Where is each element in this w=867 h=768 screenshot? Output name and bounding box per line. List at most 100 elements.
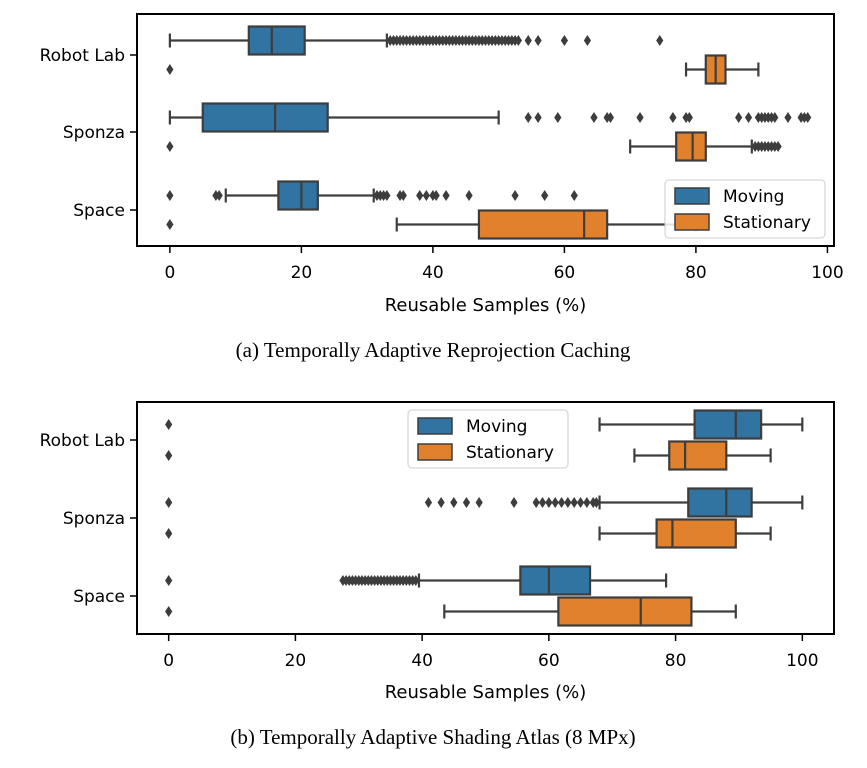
outlier-point: [442, 190, 450, 201]
x-tick-label: 0: [163, 651, 174, 671]
outlier-point: [383, 190, 391, 201]
plot-frame: [136, 13, 835, 247]
x-tick-label: 100: [811, 263, 843, 283]
outlier-point: [551, 497, 559, 508]
chart-a: 0 20 40 60 80 100 Reusable Samples (%) Robot La…: [40, 13, 844, 362]
outlier-point: [774, 141, 782, 152]
outlier-point: [583, 497, 591, 508]
y-tick-label: Sponza: [63, 509, 125, 529]
outlier-point: [399, 190, 407, 201]
iqr-box: [201, 102, 329, 133]
box-moving-sponza: [168, 102, 812, 133]
outlier-point: [165, 606, 173, 617]
outlier-point: [590, 112, 598, 123]
outlier-point: [165, 450, 173, 461]
x-tick-label: 60: [538, 651, 560, 671]
y-tick-label: Robot Lab: [40, 431, 125, 451]
outlier-point: [166, 141, 174, 152]
outlier-point: [656, 35, 664, 46]
outlier-point: [432, 190, 440, 201]
y-tick-label: Sponza: [63, 123, 125, 143]
outlier-point: [804, 112, 812, 123]
outlier-point: [465, 190, 473, 201]
outlier-point: [685, 112, 693, 123]
legend-swatch-moving: [417, 417, 453, 435]
x-tick-label: 80: [665, 651, 687, 671]
legend-swatch-stationary: [674, 213, 710, 231]
y-tick-label: Robot Lab: [40, 46, 125, 66]
outlier-point: [606, 112, 615, 123]
outlier-point: [538, 497, 547, 508]
x-tick-label: 80: [685, 263, 707, 283]
legend-label-moving: Moving: [466, 417, 527, 437]
outlier-point: [437, 497, 445, 508]
legend-label-stationary: Stationary: [723, 213, 811, 233]
box-stationary-robot-lab: [166, 54, 760, 85]
outlier-point: [165, 419, 173, 430]
outlier-point: [166, 64, 174, 75]
outlier-point: [475, 497, 483, 508]
x-axis-label: Reusable Samples (%): [385, 682, 587, 703]
outlier-point: [166, 190, 174, 201]
legend: Moving Stationary: [664, 179, 826, 239]
outlier-point: [514, 35, 522, 46]
outlier-point: [165, 528, 173, 539]
outlier-point: [576, 497, 585, 508]
box-moving-sponza: [165, 487, 804, 518]
outlier-point: [422, 190, 430, 201]
outlier-point: [534, 112, 542, 123]
outlier-point: [784, 112, 792, 123]
box-moving-space: [165, 565, 668, 596]
outlier-point: [560, 35, 569, 46]
iqr-box: [277, 180, 319, 211]
outlier-point: [511, 190, 519, 201]
outlier-point: [541, 190, 549, 201]
x-tick-label: 40: [422, 263, 444, 283]
outlier-point: [592, 497, 600, 508]
x-axis-label: Reusable Samples (%): [385, 295, 587, 316]
box-moving-robot-lab: [168, 25, 664, 56]
outlier-point: [554, 112, 562, 123]
outlier-point: [557, 497, 566, 508]
iqr-box: [557, 596, 693, 627]
chart-b: 0 20 40 60 80 100 Reusable Samples (%) Robot La…: [40, 401, 835, 749]
outlier-point: [462, 497, 471, 508]
outlier-point: [166, 219, 174, 230]
outlier-point: [570, 497, 578, 508]
outlier-point: [636, 112, 644, 123]
box-moving-space: [166, 180, 578, 211]
outlier-point: [165, 497, 173, 508]
outlier-point: [450, 497, 458, 508]
x-tick-label: 60: [554, 263, 576, 283]
outlier-point: [583, 35, 592, 46]
outlier-point: [165, 575, 173, 586]
y-tick-label: Space: [73, 587, 125, 607]
legend-swatch-moving: [674, 187, 710, 205]
iqr-box: [247, 25, 306, 56]
figure-caption: (b) Temporally Adaptive Shading Atlas (8…: [230, 725, 635, 749]
outlier-point: [416, 190, 424, 201]
y-tick-label: Space: [73, 201, 125, 221]
box-stationary-sponza: [166, 131, 782, 162]
outlier-point: [545, 497, 553, 508]
box-stationary-space: [166, 209, 698, 240]
outlier-point: [532, 497, 540, 508]
outlier-point: [669, 112, 677, 123]
x-tick-label: 100: [786, 651, 818, 671]
iqr-box: [668, 440, 728, 471]
iqr-box: [519, 565, 592, 596]
legend-label-moving: Moving: [723, 187, 784, 207]
outlier-point: [524, 112, 532, 123]
box-stationary-robot-lab: [165, 440, 772, 471]
outlier-point: [735, 112, 743, 123]
outlier-point: [412, 575, 420, 586]
legend-label-stationary: Stationary: [466, 443, 554, 463]
legend: Moving Stationary: [407, 409, 569, 469]
box-moving-robot-lab: [165, 409, 804, 440]
outlier-point: [424, 497, 433, 508]
x-tick-label: 0: [164, 263, 175, 283]
x-tick-label: 40: [411, 651, 433, 671]
outlier-point: [215, 190, 223, 201]
legend-swatch-stationary: [417, 443, 453, 461]
outlier-point: [510, 497, 518, 508]
